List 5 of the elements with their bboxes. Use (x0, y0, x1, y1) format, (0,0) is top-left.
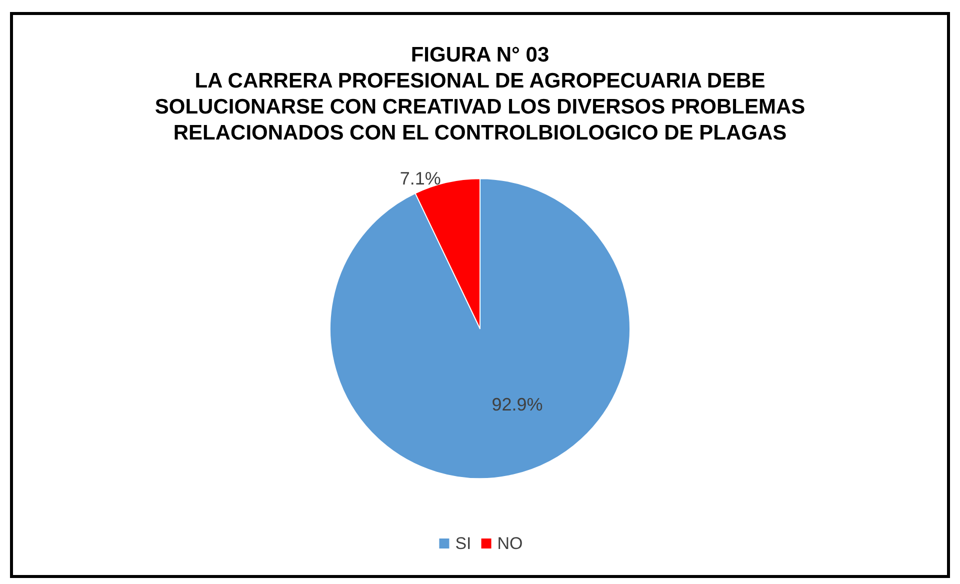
chart-title: FIGURA N° 03 LA CARRERA PROFESIONAL DE AGROPECUARIA DEBE SOLUCIONARSE CON CREATIVAD LOS DIVERSOS PROBLEMAS RELACIONADOS CON EL CONTROLBIOLOGICO DE PLAGAS (154, 44, 806, 144)
data-label: 7.1% (400, 168, 441, 188)
legend-label: SI (455, 534, 472, 553)
legend-label: NO (497, 534, 523, 553)
data-label: 92.9% (492, 394, 543, 415)
